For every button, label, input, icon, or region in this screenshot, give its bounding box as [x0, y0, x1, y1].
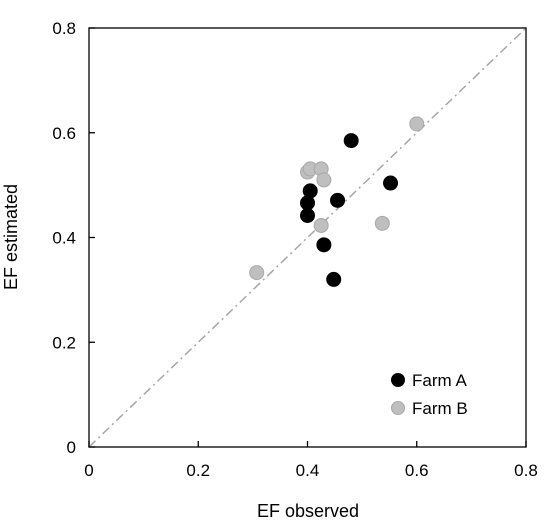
x-tick-label: 0.4	[296, 461, 320, 480]
x-tick-label: 0.8	[514, 461, 538, 480]
x-tick-label: 0.2	[186, 461, 210, 480]
x-axis-label: EF observed	[257, 501, 359, 521]
y-tick-label: 0.4	[52, 229, 76, 248]
data-point-farm-b	[249, 265, 265, 281]
y-tick-label: 0.8	[52, 19, 76, 38]
y-axis-label: EF estimated	[1, 184, 21, 290]
data-point-farm-b	[316, 172, 332, 188]
x-tick-label: 0	[84, 461, 93, 480]
data-point-farm-b	[374, 215, 390, 231]
y-tick-label: 0.6	[52, 124, 76, 143]
data-point-farm-a	[302, 183, 318, 199]
plot-area: 0 0.2 0.4 0.6 0.8 0 0.2 0.4 0.6 0.8 Farm A Farm B	[52, 19, 537, 480]
data-point-farm-a	[316, 237, 332, 253]
legend-label-farm-a: Farm A	[412, 371, 467, 390]
y-tick-label: 0	[67, 438, 76, 457]
y-tick-label: 0.2	[52, 333, 76, 352]
reference-line-1-to-1	[88, 27, 527, 448]
data-point-farm-b	[313, 217, 329, 233]
x-tick-label: 0.6	[405, 461, 429, 480]
data-point-farm-b	[409, 116, 425, 132]
data-point-farm-a	[300, 208, 315, 224]
data-point-farm-a	[326, 271, 342, 287]
legend-marker-farm-a	[391, 373, 405, 387]
data-point-farm-a	[330, 192, 346, 208]
legend-label-farm-b: Farm B	[412, 399, 468, 418]
legend-marker-farm-b	[391, 401, 405, 415]
data-point-farm-a	[343, 133, 359, 149]
data-point-farm-a	[383, 175, 399, 191]
